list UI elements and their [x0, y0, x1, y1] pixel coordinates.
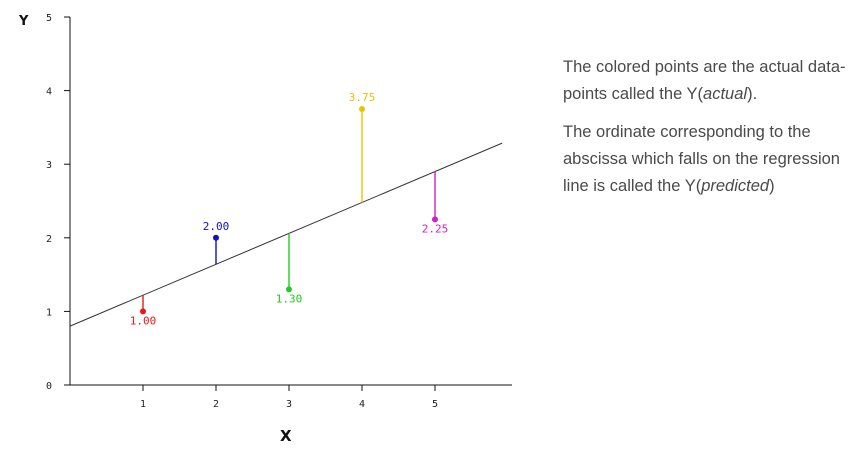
x-tick-label: 3 — [286, 399, 292, 410]
y-tick-label: 4 — [46, 87, 52, 98]
value-labels: 1.00 2.00 1.30 3.75 2.25 — [130, 91, 449, 327]
y-tick-label: 2 — [46, 234, 52, 245]
data-label: 2.00 — [203, 220, 230, 233]
y-axis-label: Y — [18, 14, 29, 29]
explanation-end-predicted: ) — [769, 177, 775, 195]
data-point — [286, 286, 292, 293]
explanation-paragraph-predicted: The ordinate corresponding to the abscis… — [563, 119, 853, 200]
regression-chart: 0 1 2 3 4 5 1 2 3 4 5 1.00 2.00 1.30 3.75 2.25 X Y — [18, 13, 512, 445]
x-tick-label: 4 — [359, 399, 365, 410]
residual-lines — [142, 109, 436, 312]
explanation-text-actual: The colored points are the actual data-p… — [563, 58, 846, 103]
data-label: 1.30 — [276, 292, 303, 305]
explanation-panel: The colored points are the actual data-p… — [563, 54, 853, 211]
regression-line — [69, 142, 503, 327]
y-tick-label: 3 — [46, 160, 52, 171]
data-point — [140, 308, 146, 315]
explanation-end-actual: ). — [747, 85, 758, 103]
x-tick-label: 5 — [432, 399, 438, 410]
chart-axes: 0 1 2 3 4 5 1 2 3 4 5 — [46, 13, 512, 410]
explanation-em-actual: actual — [703, 85, 748, 103]
explanation-text-predicted: The ordinate corresponding to the abscis… — [563, 123, 840, 195]
y-tick-label: 5 — [46, 13, 52, 24]
x-axis-label: X — [280, 427, 292, 445]
data-points — [140, 106, 438, 315]
data-point — [359, 106, 365, 112]
data-label: 2.25 — [422, 222, 449, 235]
x-tick-label: 1 — [140, 399, 146, 410]
y-tick-label: 1 — [46, 307, 52, 318]
x-tick-label: 2 — [213, 399, 219, 410]
data-label: 1.00 — [130, 314, 157, 327]
data-point — [213, 234, 219, 241]
data-point — [432, 216, 438, 223]
explanation-em-predicted: predicted — [701, 177, 770, 195]
explanation-paragraph-actual: The colored points are the actual data-p… — [563, 54, 853, 108]
y-tick-label: 0 — [46, 381, 52, 392]
data-label: 3.75 — [349, 91, 376, 104]
